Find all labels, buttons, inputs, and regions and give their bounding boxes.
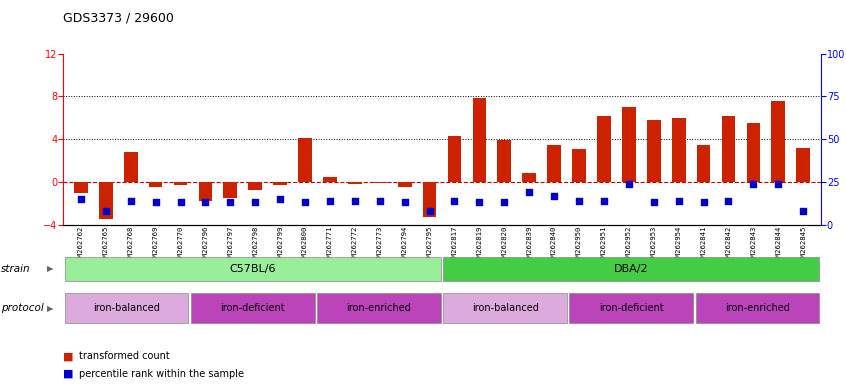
- Text: ■: ■: [63, 369, 74, 379]
- Text: protocol: protocol: [1, 303, 44, 313]
- Bar: [124, 152, 138, 182]
- Point: [74, 196, 88, 202]
- Bar: [317, 293, 441, 323]
- Bar: [647, 120, 661, 182]
- Bar: [199, 182, 212, 201]
- Bar: [273, 182, 287, 185]
- Point: [199, 199, 212, 205]
- Bar: [622, 107, 635, 182]
- Text: ■: ■: [63, 351, 74, 361]
- Point: [523, 189, 536, 195]
- Bar: [697, 144, 711, 182]
- Bar: [149, 182, 162, 187]
- Bar: [572, 149, 586, 182]
- Point: [448, 198, 461, 204]
- Text: C57BL/6: C57BL/6: [229, 264, 276, 274]
- Point: [597, 198, 611, 204]
- Point: [223, 199, 237, 205]
- Bar: [423, 182, 437, 217]
- Point: [398, 199, 411, 205]
- Bar: [547, 144, 561, 182]
- Point: [722, 198, 735, 204]
- Bar: [298, 138, 312, 182]
- Point: [423, 208, 437, 214]
- Bar: [695, 293, 820, 323]
- Point: [124, 198, 137, 204]
- Bar: [722, 116, 735, 182]
- Point: [772, 180, 785, 187]
- Point: [249, 199, 262, 205]
- Point: [547, 192, 561, 199]
- Text: ▶: ▶: [47, 304, 53, 313]
- Bar: [64, 293, 189, 323]
- Text: iron-deficient: iron-deficient: [599, 303, 663, 313]
- Bar: [597, 116, 611, 182]
- Point: [672, 198, 685, 204]
- Text: DBA/2: DBA/2: [614, 264, 649, 274]
- Bar: [373, 182, 387, 183]
- Bar: [173, 182, 187, 185]
- Bar: [223, 182, 237, 198]
- Text: GDS3373 / 29600: GDS3373 / 29600: [63, 12, 174, 25]
- Text: iron-enriched: iron-enriched: [347, 303, 411, 313]
- Bar: [569, 293, 693, 323]
- Bar: [796, 148, 810, 182]
- Point: [497, 199, 511, 205]
- Text: iron-deficient: iron-deficient: [221, 303, 285, 313]
- Point: [622, 180, 635, 187]
- Point: [173, 199, 187, 205]
- Bar: [772, 101, 785, 182]
- Bar: [99, 182, 113, 219]
- Text: percentile rank within the sample: percentile rank within the sample: [79, 369, 244, 379]
- Point: [323, 198, 337, 204]
- Point: [99, 208, 113, 214]
- Point: [149, 199, 162, 205]
- Point: [299, 199, 312, 205]
- Bar: [473, 98, 486, 182]
- Bar: [443, 257, 820, 281]
- Text: iron-balanced: iron-balanced: [93, 303, 160, 313]
- Bar: [348, 182, 362, 184]
- Bar: [746, 123, 761, 182]
- Bar: [672, 118, 685, 182]
- Point: [373, 198, 387, 204]
- Bar: [64, 257, 441, 281]
- Point: [572, 198, 585, 204]
- Bar: [323, 177, 337, 182]
- Text: strain: strain: [1, 264, 30, 274]
- Point: [647, 199, 661, 205]
- Bar: [443, 293, 567, 323]
- Text: iron-enriched: iron-enriched: [725, 303, 790, 313]
- Point: [697, 199, 711, 205]
- Bar: [191, 293, 315, 323]
- Bar: [448, 136, 461, 182]
- Point: [273, 196, 287, 202]
- Bar: [497, 140, 511, 182]
- Bar: [522, 174, 536, 182]
- Bar: [74, 182, 88, 193]
- Text: ▶: ▶: [47, 264, 53, 273]
- Point: [473, 199, 486, 205]
- Text: transformed count: transformed count: [79, 351, 169, 361]
- Bar: [398, 182, 411, 187]
- Bar: [249, 182, 262, 190]
- Point: [796, 208, 810, 214]
- Text: iron-balanced: iron-balanced: [472, 303, 539, 313]
- Point: [348, 198, 361, 204]
- Point: [747, 180, 761, 187]
